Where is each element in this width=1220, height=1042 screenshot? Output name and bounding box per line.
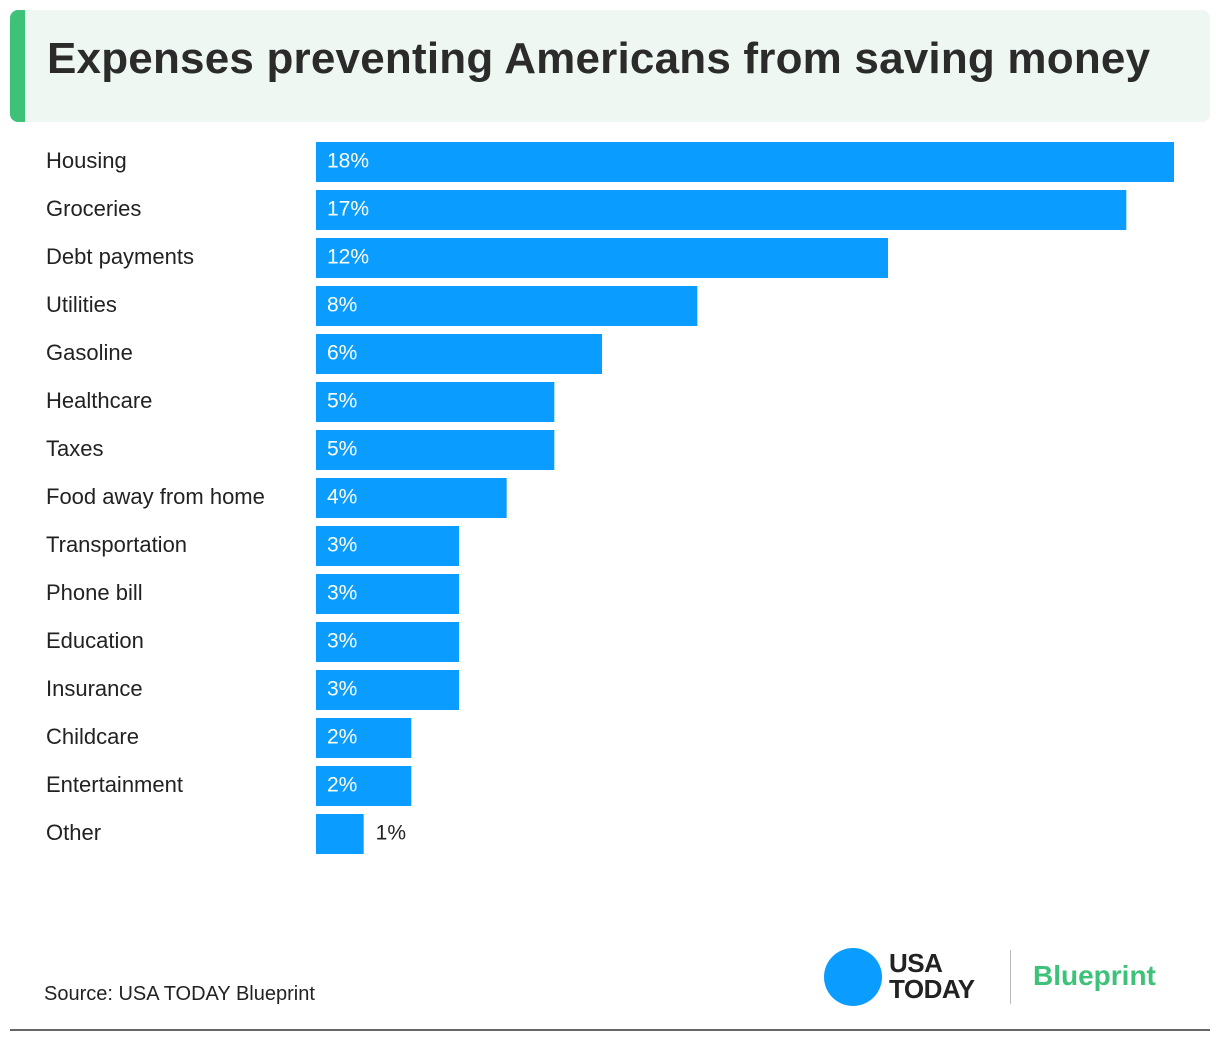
category-label: Housing (46, 148, 127, 173)
header-accent-bar (10, 10, 25, 122)
value-label: 3% (327, 630, 357, 653)
bar (316, 622, 459, 662)
value-label: 12% (327, 246, 369, 269)
category-label: Healthcare (46, 388, 152, 413)
value-label: 17% (327, 198, 369, 221)
category-label: Food away from home (46, 484, 265, 509)
value-label: 2% (327, 726, 357, 749)
bar (316, 382, 555, 422)
value-label: 1% (376, 822, 406, 845)
value-label: 3% (327, 678, 357, 701)
bar (316, 142, 1174, 182)
usa-today-circle-icon (824, 948, 882, 1006)
bar (316, 718, 412, 758)
bar (316, 814, 364, 854)
bar (316, 766, 412, 806)
category-label: Gasoline (46, 340, 133, 365)
bar (316, 334, 602, 374)
chart-title: Expenses preventing Americans from savin… (47, 34, 1151, 83)
logo-today-text: TODAY (889, 974, 975, 1004)
category-label: Entertainment (46, 772, 183, 797)
category-label: Transportation (46, 532, 187, 557)
source-note: Source: USA TODAY Blueprint (44, 983, 315, 1005)
category-label: Groceries (46, 196, 141, 221)
value-label: 18% (327, 150, 369, 173)
value-label: 5% (327, 438, 357, 461)
logo-divider (1010, 950, 1011, 1004)
value-label: 3% (327, 534, 357, 557)
bottom-rule (10, 1029, 1210, 1031)
category-label: Insurance (46, 676, 143, 701)
bar (316, 478, 507, 518)
logo-blueprint-text: Blueprint (1033, 960, 1156, 991)
bars-layer: Housing 18% Groceries 17% Debt payments 12% Ut… (46, 142, 1174, 854)
bar (316, 190, 1127, 230)
category-label: Taxes (46, 436, 103, 461)
bar (316, 430, 555, 470)
chart-header: Expenses preventing Americans from savin… (10, 10, 1210, 122)
value-label: 2% (327, 774, 357, 797)
logo-usa-text: USA (889, 948, 943, 978)
bar (316, 574, 459, 614)
category-label: Other (46, 820, 101, 845)
bar (316, 670, 459, 710)
bar (316, 238, 888, 278)
category-label: Utilities (46, 292, 117, 317)
value-label: 6% (327, 342, 357, 365)
value-label: 5% (327, 390, 357, 413)
category-label: Education (46, 628, 144, 653)
value-label: 8% (327, 294, 357, 317)
category-label: Debt payments (46, 244, 194, 269)
bar (316, 286, 698, 326)
category-label: Childcare (46, 724, 139, 749)
value-label: 4% (327, 486, 357, 509)
category-label: Phone bill (46, 580, 143, 605)
value-label: 3% (327, 582, 357, 605)
bar (316, 526, 459, 566)
